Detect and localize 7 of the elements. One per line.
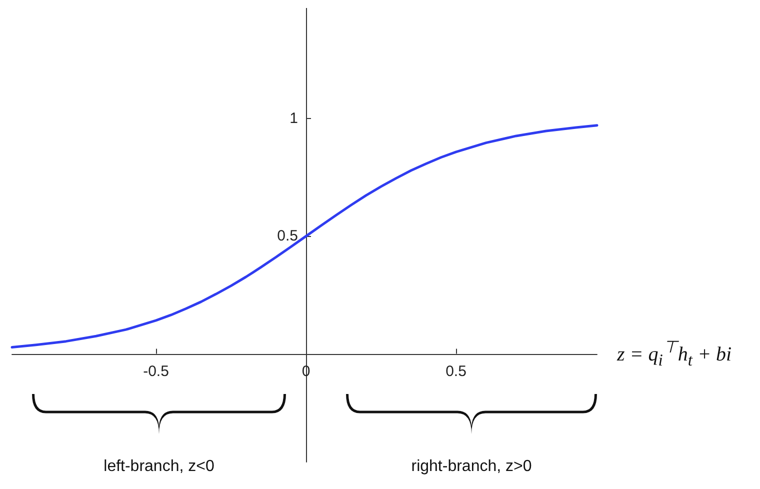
line-series bbox=[10, 124, 598, 348]
annotation: right-branch, z>0 bbox=[411, 458, 532, 476]
x-tick-label: -0.5 bbox=[143, 362, 169, 380]
x-axis-title: z = q$_{i}$$^{⊤}$h$_{t}$ + bi bbox=[617, 337, 732, 370]
annotation: left-branch, z<0 bbox=[104, 458, 214, 476]
y-tick-label: 1 bbox=[290, 110, 298, 128]
x-tick-label: 0.5 bbox=[446, 362, 466, 380]
